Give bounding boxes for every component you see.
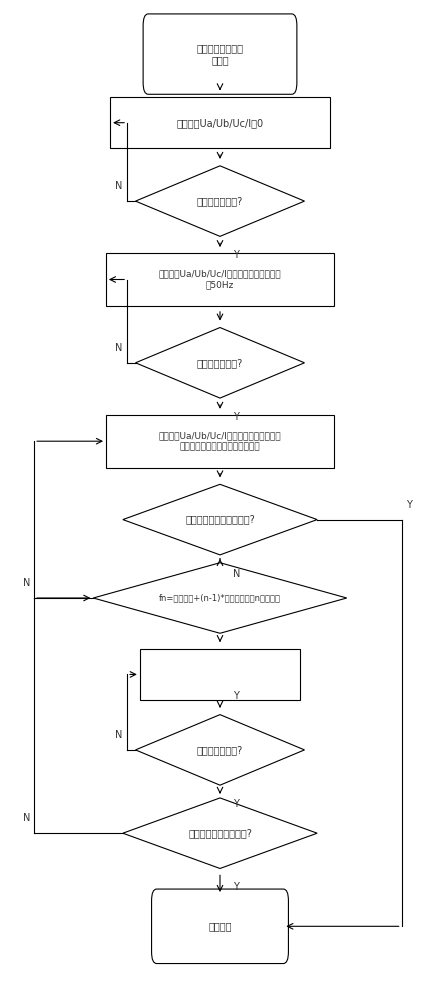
Text: Y: Y [406, 500, 412, 510]
Text: 仪器输出Ua/Ub/Uc/I幅值、相位初值，按频
率的滑差速率改变电压电流的频率: 仪器输出Ua/Ub/Uc/I幅值、相位初值，按频 率的滑差速率改变电压电流的频率 [159, 432, 281, 451]
Text: N: N [115, 730, 123, 740]
Polygon shape [123, 798, 317, 868]
Bar [106, 253, 334, 306]
FancyBboxPatch shape [143, 14, 297, 94]
Text: 初值时间是否到?: 初值时间是否到? [197, 196, 243, 206]
Text: Y: Y [233, 799, 238, 809]
Text: 终值时间是否到?: 终值时间是否到? [197, 745, 243, 755]
Text: N: N [22, 578, 30, 588]
Text: 仪器输出Ua/Ub/Uc/I幅值、相位初值、频率
为50Hz: 仪器输出Ua/Ub/Uc/I幅值、相位初值、频率 为50Hz [159, 270, 281, 289]
Text: 初值时间是否到?: 初值时间是否到? [197, 358, 243, 368]
Text: 低频减载频率动作
值测试: 低频减载频率动作 值测试 [197, 43, 243, 65]
Bar [106, 415, 334, 468]
Text: Y: Y [233, 882, 238, 892]
Bar [110, 97, 330, 148]
Text: N: N [22, 813, 30, 823]
Text: fn=频率初值+(n-1)*频率步长（第n次循环）: fn=频率初值+(n-1)*频率步长（第n次循环） [159, 593, 281, 602]
Text: Y: Y [233, 412, 238, 422]
Text: 试验结束: 试验结束 [208, 921, 232, 931]
Bar [140, 649, 300, 700]
Text: Y: Y [233, 250, 238, 260]
Text: N: N [233, 569, 240, 579]
Text: N: N [115, 343, 123, 353]
Text: Y: Y [233, 691, 238, 701]
Polygon shape [136, 166, 304, 236]
Polygon shape [136, 328, 304, 398]
Polygon shape [136, 715, 304, 785]
Text: 判保护开入接点是否动作?: 判保护开入接点是否动作? [185, 515, 255, 525]
Polygon shape [123, 484, 317, 555]
Text: 频率是否降到终止频率?: 频率是否降到终止频率? [188, 828, 252, 838]
Text: N: N [115, 181, 123, 191]
FancyBboxPatch shape [151, 889, 289, 964]
Text: 仪器输出Ua/Ub/Uc/I为0: 仪器输出Ua/Ub/Uc/I为0 [176, 118, 264, 128]
Polygon shape [93, 563, 347, 633]
